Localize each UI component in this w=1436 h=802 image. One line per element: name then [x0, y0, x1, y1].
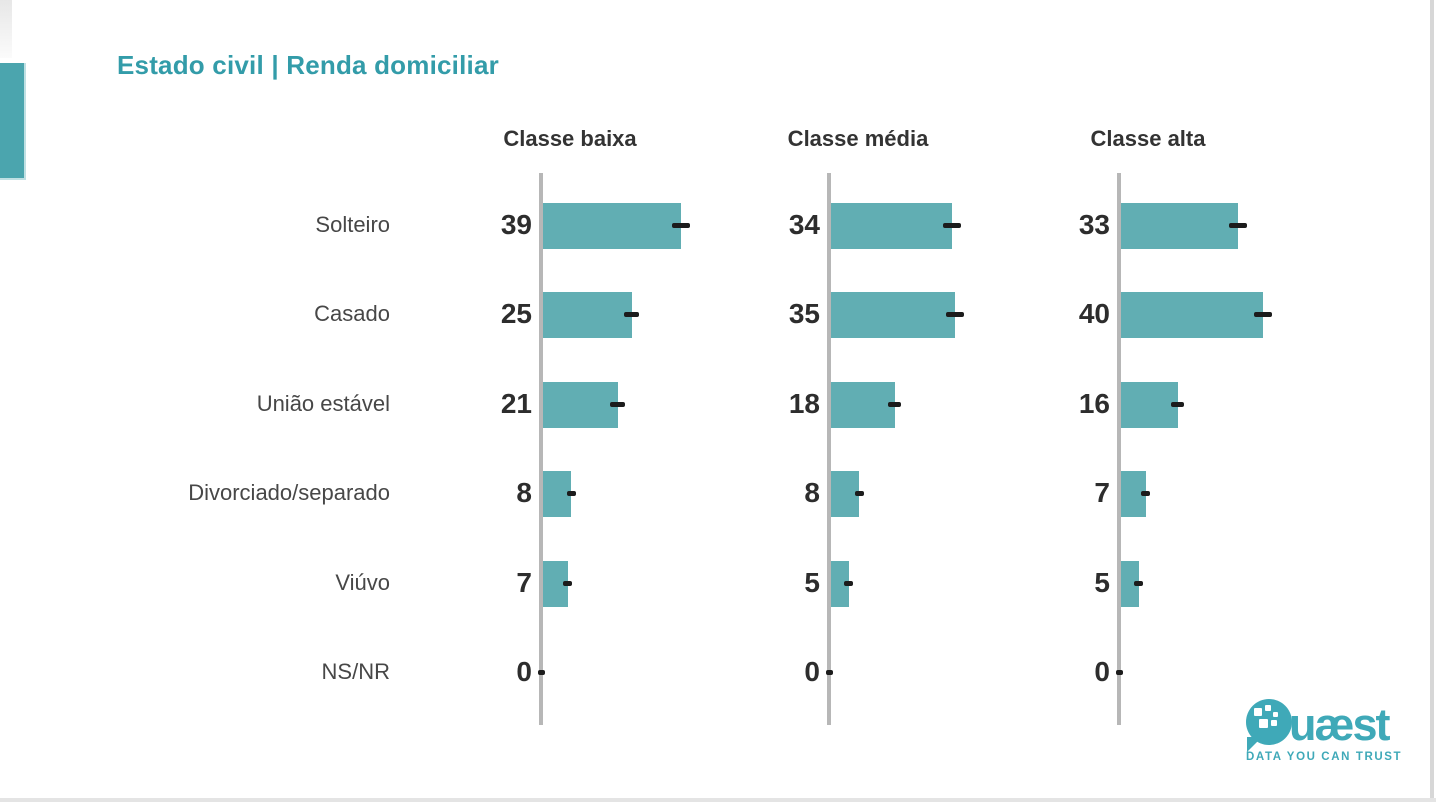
quaest-logo-text: uæst	[1289, 699, 1391, 750]
quaest-q-icon	[1246, 699, 1292, 752]
error-mark	[566, 491, 576, 496]
value-label: 33	[1078, 209, 1110, 240]
error-mark	[888, 402, 902, 407]
bar	[543, 292, 632, 338]
error-mark	[537, 670, 545, 675]
bar	[1121, 382, 1178, 428]
error-mark	[610, 402, 626, 407]
error-mark	[844, 581, 854, 586]
bar	[831, 561, 849, 607]
value-label: 5	[1094, 567, 1110, 598]
bar	[831, 203, 952, 249]
bar	[543, 382, 618, 428]
error-mark	[1254, 312, 1272, 317]
top-left-page-shade	[0, 0, 12, 58]
error-mark	[854, 491, 864, 496]
quaest-tagline: DATA YOU CAN TRUST	[1246, 751, 1403, 763]
value-label: 40	[1078, 298, 1110, 329]
error-mark	[825, 670, 833, 675]
value-label: 0	[516, 656, 532, 687]
bar	[1121, 561, 1139, 607]
error-mark	[624, 312, 640, 317]
error-mark	[672, 223, 691, 228]
error-mark	[942, 223, 961, 228]
panel-header: Classe alta	[1090, 126, 1206, 151]
error-mark	[1171, 402, 1185, 407]
panel-header: Classe média	[787, 126, 929, 151]
value-label: 39	[500, 209, 532, 240]
left-accent-bar	[0, 63, 26, 180]
quaest-logo: uæst DATA YOU CAN TRUST	[1246, 699, 1406, 763]
logo-pixel	[1259, 719, 1268, 728]
value-label: 16	[1078, 388, 1110, 419]
category-label: Solteiro	[315, 212, 390, 237]
value-label: 25	[500, 298, 532, 329]
error-mark	[946, 312, 965, 317]
error-mark	[1229, 223, 1248, 228]
category-label: Casado	[314, 301, 390, 326]
bar	[543, 471, 572, 517]
bar	[831, 471, 860, 517]
error-mark	[1134, 581, 1144, 586]
quaest-logo-wordmark: uæst	[1246, 699, 1406, 752]
panel-header: Classe baixa	[503, 126, 637, 151]
error-mark	[1115, 670, 1123, 675]
bar	[1121, 292, 1263, 338]
error-mark	[1141, 491, 1151, 496]
value-label: 34	[788, 209, 820, 240]
logo-pixel	[1271, 720, 1277, 726]
bar	[1121, 203, 1239, 249]
bar	[831, 382, 895, 428]
logo-pixel	[1273, 712, 1278, 717]
value-label: 7	[1094, 477, 1110, 508]
logo-pixel	[1265, 705, 1271, 711]
category-label: Viúvo	[335, 570, 390, 595]
page-right-edge	[1430, 0, 1434, 802]
error-mark	[563, 581, 573, 586]
page-title: Estado civil | Renda domiciliar	[117, 50, 499, 80]
category-label: NS/NR	[321, 659, 390, 684]
axis-line	[539, 173, 543, 725]
value-label: 0	[804, 656, 820, 687]
logo-pixel	[1254, 708, 1262, 716]
axis-line	[1117, 173, 1121, 725]
page-bottom-edge	[0, 798, 1436, 802]
value-label: 21	[500, 388, 532, 419]
category-label: União estável	[256, 391, 390, 416]
bar	[831, 292, 956, 338]
value-label: 5	[804, 567, 820, 598]
bar	[543, 203, 682, 249]
axis-line	[827, 173, 831, 725]
value-label: 7	[516, 567, 532, 598]
value-label: 35	[788, 298, 820, 329]
value-label: 18	[788, 388, 820, 419]
category-label: Divorciado/separado	[188, 480, 390, 505]
value-label: 8	[804, 477, 820, 508]
value-label: 0	[1094, 656, 1110, 687]
logo-q-tail	[1247, 737, 1262, 752]
value-label: 8	[516, 477, 532, 508]
